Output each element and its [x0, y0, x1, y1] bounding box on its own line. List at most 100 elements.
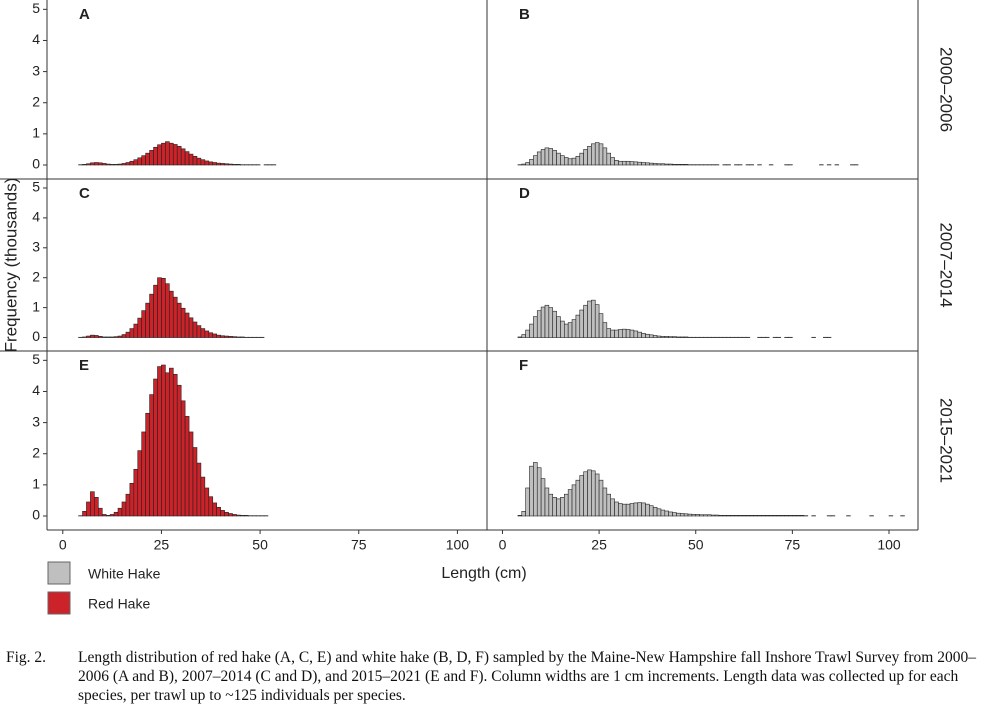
y-tick-label: 3	[32, 239, 40, 255]
bar	[602, 147, 608, 166]
bar	[614, 329, 619, 338]
bar	[560, 155, 565, 166]
bar	[232, 514, 237, 517]
bar	[610, 498, 615, 517]
bar	[540, 149, 546, 166]
bar	[668, 336, 673, 338]
bar	[749, 515, 755, 517]
y-axis-label: Frequency (thousands)	[1, 178, 20, 353]
bar	[212, 333, 217, 338]
bar	[125, 331, 131, 338]
bar	[529, 159, 534, 166]
bar	[212, 162, 217, 166]
bar	[664, 336, 669, 338]
bar	[788, 515, 793, 517]
bar	[113, 336, 119, 338]
bar	[587, 469, 592, 517]
bar	[695, 514, 700, 517]
y-tick-label: 0	[32, 507, 40, 523]
bar	[208, 161, 214, 166]
bar	[86, 335, 91, 338]
x-tick-label: 25	[154, 537, 170, 553]
bar	[165, 283, 170, 338]
bar	[560, 497, 565, 517]
caption-label: Fig. 2.	[6, 649, 47, 666]
bar	[575, 155, 581, 166]
bar	[544, 304, 550, 338]
bar	[571, 484, 577, 517]
bar	[208, 496, 214, 517]
x-tick-label: 75	[785, 537, 801, 553]
bar	[745, 515, 751, 517]
bar	[113, 164, 119, 166]
bar	[757, 515, 762, 517]
bar	[656, 508, 662, 517]
bar	[672, 512, 677, 517]
caption-text: Length distribution of red hake (A, C, E…	[78, 649, 976, 704]
bar	[240, 515, 245, 517]
figure: Frequency (thousands) Length (cm) White …	[0, 0, 956, 615]
bar	[188, 431, 194, 517]
bar	[614, 160, 619, 166]
bar	[656, 335, 662, 338]
bar	[540, 478, 546, 517]
bar	[583, 471, 588, 517]
bar	[579, 309, 584, 338]
bar	[633, 502, 639, 517]
bar	[591, 143, 596, 166]
bar	[776, 515, 782, 517]
y-tick-label: 5	[32, 0, 40, 16]
bar	[90, 334, 95, 338]
y-tick-label: 2	[32, 268, 40, 284]
bar	[236, 336, 241, 338]
bar	[129, 483, 135, 517]
bar	[153, 378, 158, 517]
bar	[169, 142, 174, 166]
bar	[86, 501, 91, 517]
bar	[525, 329, 530, 338]
bar	[660, 509, 666, 517]
bar	[718, 515, 724, 517]
bar	[645, 503, 650, 517]
y-tick-label: 4	[32, 382, 40, 398]
bar	[121, 334, 127, 338]
bar	[679, 513, 685, 517]
bar	[180, 400, 186, 517]
bar	[629, 503, 635, 517]
bar	[105, 515, 111, 517]
bar	[529, 323, 534, 338]
bar	[649, 334, 654, 338]
panel-letter: C	[79, 185, 90, 202]
bar	[169, 367, 174, 517]
bar	[133, 468, 139, 517]
bar	[212, 502, 217, 517]
bar	[176, 146, 182, 166]
bar	[98, 162, 103, 166]
bar	[109, 164, 115, 166]
bar	[169, 290, 174, 338]
y-tick-label: 2	[32, 444, 40, 460]
bar	[610, 329, 615, 338]
bar	[208, 332, 214, 338]
bar	[552, 497, 557, 517]
bar	[109, 514, 115, 517]
bar	[652, 335, 658, 338]
bar	[676, 336, 681, 338]
bar	[652, 506, 658, 517]
bar	[579, 475, 584, 517]
y-tick-label: 0	[32, 156, 40, 172]
bar	[220, 510, 225, 517]
bar	[668, 511, 673, 517]
bar	[765, 515, 770, 517]
bar	[153, 146, 158, 166]
bar	[625, 329, 631, 338]
x-tick-label: 50	[252, 537, 268, 553]
bar	[196, 462, 202, 517]
bar	[656, 163, 662, 166]
caption: Fig. 2. Length distribution of red hake …	[6, 648, 991, 705]
bar	[145, 412, 150, 517]
legend-swatch	[47, 561, 71, 585]
bar	[556, 498, 561, 517]
x-tick-label: 75	[351, 537, 367, 553]
bar	[224, 511, 229, 517]
